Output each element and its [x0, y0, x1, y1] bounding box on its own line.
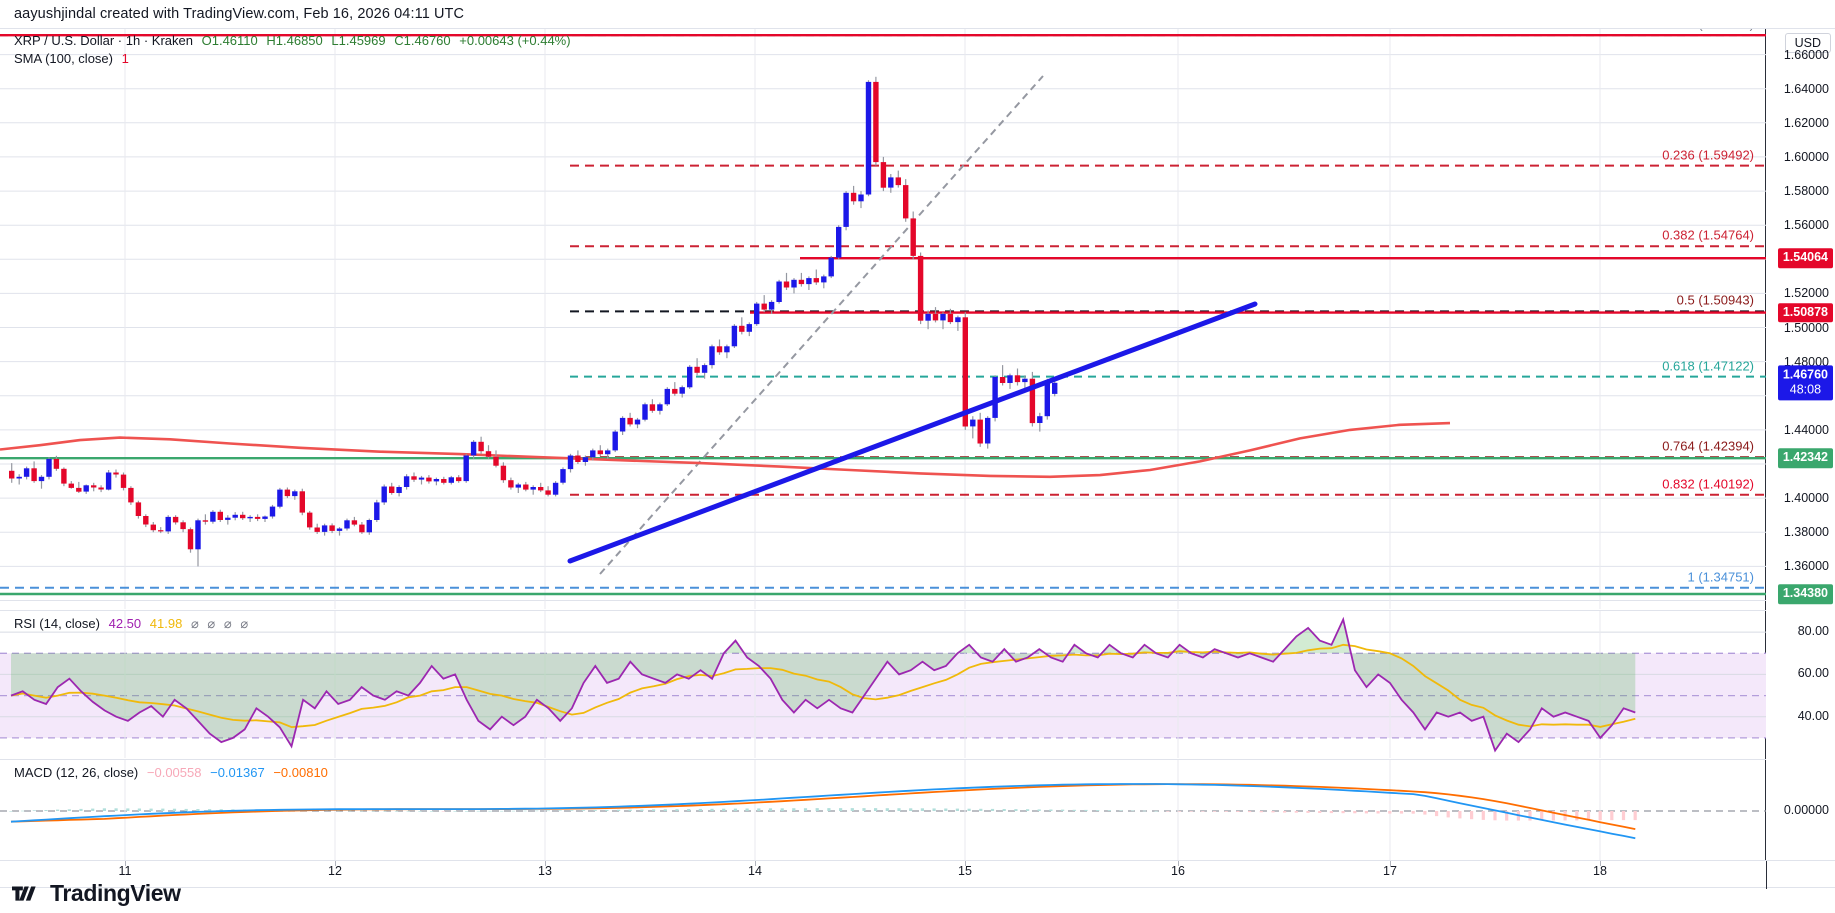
ohlc-low: L1.45969 [331, 33, 386, 48]
fib-label-0p618: 0.618 (1.47122) [1662, 358, 1754, 374]
time-label-13: 13 [538, 864, 552, 878]
tradingview-logo-icon [12, 886, 36, 901]
fib-label-0p236: 0.236 (1.59492) [1662, 147, 1754, 163]
ohlc-high: H1.46850 [266, 33, 323, 48]
price-chart-canvas [0, 29, 1766, 609]
resistance-badge[interactable]: 1.54064 [1777, 248, 1833, 268]
price-tick-1.66000: 1.66000 [1783, 47, 1829, 62]
fib-label-0p5: 0.5 (1.50943) [1676, 292, 1754, 308]
interval-label[interactable]: 1h [125, 33, 141, 48]
sep-1: · [114, 33, 126, 48]
pivot-badge-value: 1.50878 [1782, 304, 1828, 319]
fib-label-0p764: 0.764 (1.42394) [1662, 438, 1754, 454]
price-tick-1.40000: 1.40000 [1783, 491, 1829, 506]
time-tick [125, 861, 126, 866]
plot-area[interactable]: XRP / U.S. Dollar · 1h · Kraken O1.46110… [0, 29, 1766, 861]
sma-legend: SMA (100, close) 1 [14, 51, 129, 66]
support-badge-low-value: 1.34380 [1782, 586, 1828, 601]
support-badge[interactable]: 1.42342 [1777, 448, 1833, 468]
rsi-tick-40.00: 40.00 [1797, 708, 1829, 723]
rsi-null-1: ⌀ [190, 616, 199, 631]
fib-label-0: 0 (1.67135) [1688, 29, 1755, 32]
time-label-14: 14 [748, 864, 762, 878]
rsi-null-2: ⌀ [207, 616, 216, 631]
time-tick [545, 861, 546, 866]
macd-chart-canvas [0, 760, 1766, 861]
sma-value: 1 [121, 51, 129, 66]
time-tick [1390, 861, 1391, 866]
time-tick [1600, 861, 1601, 866]
rsi-pane[interactable]: RSI (14, close) 42.50 41.98 ⌀ ⌀ ⌀ ⌀ [0, 610, 1766, 758]
macd-pane[interactable]: MACD (12, 26, close) −0.00558 −0.01367 −… [0, 759, 1766, 861]
fib-label-0p382: 0.382 (1.54764) [1662, 227, 1754, 243]
rsi-value: 42.50 [108, 616, 142, 631]
ohlc-open: O1.46110 [201, 33, 258, 48]
tradingview-logo: TradingView [12, 880, 181, 907]
price-tick-1.56000: 1.56000 [1783, 218, 1829, 233]
price-tick-1.36000: 1.36000 [1783, 559, 1829, 574]
rsi-tick-80.00: 80.00 [1797, 624, 1829, 639]
ohlc-close: C1.46760 [394, 33, 451, 48]
time-label-17: 17 [1383, 864, 1397, 878]
support-badge-value: 1.42342 [1782, 450, 1828, 465]
time-label-11: 11 [118, 864, 132, 878]
price-tick-1.48000: 1.48000 [1783, 354, 1829, 369]
rsi-null-4: ⌀ [240, 616, 249, 631]
price-tick-1.38000: 1.38000 [1783, 525, 1829, 540]
rsi-legend: RSI (14, close) 42.50 41.98 ⌀ ⌀ ⌀ ⌀ [14, 616, 248, 632]
resistance-badge-value: 1.54064 [1782, 250, 1828, 265]
time-tick [755, 861, 756, 866]
price-tick-1.44000: 1.44000 [1783, 422, 1829, 437]
lightning-bolt-icon[interactable] [1208, 607, 1238, 609]
pivot-badge[interactable]: 1.50878 [1777, 302, 1833, 323]
time-tick [1178, 861, 1179, 866]
time-label-18: 18 [1593, 864, 1607, 878]
attribution-text: aayushjindal created with TradingView.co… [14, 6, 465, 22]
countdown-label: 48:08 [1789, 382, 1822, 397]
price-tick-1.52000: 1.52000 [1783, 286, 1829, 301]
macd-tick-zero: 0.00000 [1783, 803, 1829, 817]
support-badge-low[interactable]: 1.34380 [1777, 584, 1833, 604]
price-tick-1.58000: 1.58000 [1783, 184, 1829, 199]
axis-separator [1766, 861, 1767, 889]
price-tick-1.62000: 1.62000 [1783, 115, 1829, 130]
sep-2: · [140, 33, 152, 48]
main-legend: XRP / U.S. Dollar · 1h · Kraken O1.46110… [14, 33, 571, 48]
price-tick-1.50000: 1.50000 [1783, 320, 1829, 335]
exchange-label: Kraken [151, 33, 193, 48]
time-tick [335, 861, 336, 866]
price-tick-1.60000: 1.60000 [1783, 149, 1829, 164]
fib-label-1: 1 (1.34751) [1687, 569, 1755, 585]
macd-line-value: −0.01367 [210, 765, 265, 780]
last-price-badge-value: 1.46760 [1782, 367, 1828, 382]
ohlc-change: +0.00643 (+0.44%) [459, 33, 571, 48]
last-price-badge[interactable]: 1.46760 48:08 [1777, 365, 1833, 401]
macd-hist-value: −0.00558 [146, 765, 202, 780]
macd-legend: MACD (12, 26, close) −0.00558 −0.01367 −… [14, 765, 328, 780]
time-axis[interactable]: 11 12 13 14 15 16 17 18 [0, 860, 1835, 889]
currency-label[interactable]: USD [1784, 33, 1831, 53]
rsi-tick-60.00: 60.00 [1797, 666, 1829, 681]
time-label-12: 12 [328, 864, 342, 878]
rsi-ma-value: 41.98 [149, 616, 183, 631]
time-label-16: 16 [1171, 864, 1185, 878]
macd-signal-value: −0.00810 [273, 765, 328, 780]
sma-title[interactable]: SMA (100, close) [14, 51, 113, 66]
price-pane[interactable]: XRP / U.S. Dollar · 1h · Kraken O1.46110… [0, 29, 1766, 609]
time-label-15: 15 [958, 864, 972, 878]
price-tick-1.64000: 1.64000 [1783, 81, 1829, 96]
macd-title[interactable]: MACD (12, 26, close) [14, 765, 139, 780]
fib-label-0p832: 0.832 (1.40192) [1662, 476, 1754, 492]
tradingview-wordmark: TradingView [50, 880, 181, 906]
chart-frame: XRP / U.S. Dollar · 1h · Kraken O1.46110… [0, 28, 1835, 861]
symbol-label[interactable]: XRP / U.S. Dollar [14, 33, 115, 48]
price-axis[interactable]: USD 1.66000 1.64000 1.62000 1.60000 1.58000 1… [1766, 29, 1835, 861]
rsi-chart-canvas [0, 611, 1766, 758]
time-tick [965, 861, 966, 866]
rsi-title[interactable]: RSI (14, close) [14, 616, 100, 631]
rsi-null-3: ⌀ [223, 616, 232, 631]
